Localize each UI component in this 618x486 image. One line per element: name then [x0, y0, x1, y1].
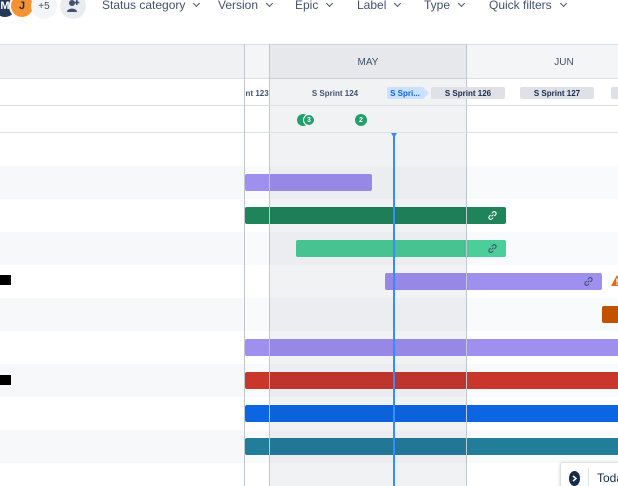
list-item[interactable] [0, 463, 244, 486]
chevron-down-icon [265, 0, 274, 8]
list-item[interactable] [0, 232, 244, 265]
issue-list-panel [0, 44, 244, 486]
redacted-block [0, 375, 11, 385]
timeline-rows [245, 133, 618, 486]
more-avatars-button[interactable]: +5 [31, 0, 57, 19]
month-may: MAY [357, 56, 379, 68]
today-line [393, 133, 395, 486]
list-item[interactable] [0, 133, 244, 166]
filter-bar: M J +5 Status category Version Epic Labe… [0, 0, 618, 44]
redacted-block [0, 275, 11, 285]
sprint-128[interactable] [611, 87, 618, 99]
chevron-right-icon [572, 474, 578, 482]
release-marker-3[interactable]: 3 [303, 114, 315, 126]
timeline-row [245, 430, 618, 463]
sprint-124[interactable]: S Sprint 124 [311, 88, 359, 98]
timeline-row [245, 331, 618, 364]
list-item[interactable] [0, 430, 244, 463]
expand-button[interactable] [569, 470, 581, 486]
release-marker-2[interactable]: 2 [355, 114, 367, 126]
epic-bar[interactable] [245, 405, 618, 422]
timeline-row [245, 232, 618, 265]
divider [588, 468, 589, 486]
chevron-down-icon [457, 0, 466, 8]
quick-filters[interactable]: Quick filters [489, 0, 567, 12]
today-label: Today [596, 471, 618, 485]
epic-bar[interactable] [245, 174, 372, 191]
month-jun: JUN [554, 56, 574, 68]
sprints-lane: int 123 S Sprint 124 S Spri... S Sprint … [245, 79, 618, 106]
list-item[interactable] [0, 364, 244, 397]
timeline-row [245, 199, 618, 232]
warning-icon[interactable] [611, 275, 618, 286]
chevron-down-icon [326, 0, 334, 8]
label-filter[interactable]: Label [357, 0, 402, 12]
timeline-grid: MAY JUN [244, 44, 618, 486]
epic-bar[interactable] [245, 438, 618, 455]
link-icon [488, 211, 497, 220]
chevron-down-icon [193, 0, 201, 8]
list-item[interactable] [0, 265, 244, 298]
timeline-row [245, 298, 618, 331]
list-item[interactable] [0, 331, 244, 364]
today-marker [391, 133, 397, 138]
timeline-row [245, 265, 618, 298]
add-people-button[interactable] [60, 0, 86, 19]
epic-bar[interactable] [245, 207, 506, 224]
sprints-row-label [0, 79, 244, 106]
list-item[interactable] [0, 166, 244, 199]
list-item[interactable] [0, 397, 244, 430]
epic-filter[interactable]: Epic [295, 0, 334, 12]
list-header [0, 44, 244, 79]
chevron-down-icon [559, 0, 567, 8]
timeline-row [245, 397, 618, 430]
sprint-126[interactable]: S Sprint 126 [431, 87, 505, 99]
releases-lane: 3 2 [245, 106, 618, 133]
list-item[interactable] [0, 199, 244, 232]
timeline-row [245, 364, 618, 397]
chevron-down-icon [394, 0, 402, 8]
releases-row-label [0, 106, 244, 133]
version-filter[interactable]: Version [218, 0, 274, 12]
status-category-filter[interactable]: Status category [102, 0, 201, 12]
link-icon [584, 277, 593, 286]
month-header: MAY JUN [245, 44, 618, 79]
list-item[interactable] [0, 298, 244, 331]
today-button[interactable]: Today [560, 462, 618, 486]
timeline-row [245, 166, 618, 199]
epic-bar[interactable] [245, 372, 618, 389]
sprint-127[interactable]: S Sprint 127 [520, 87, 594, 99]
epic-bar[interactable] [245, 339, 618, 356]
link-icon [488, 244, 497, 253]
epic-bar[interactable] [296, 240, 506, 257]
epic-bar[interactable] [602, 306, 618, 323]
add-person-icon [67, 0, 80, 12]
epic-bar[interactable] [385, 273, 602, 290]
type-filter[interactable]: Type [424, 0, 466, 12]
sprint-125-active[interactable]: S Spri... [387, 87, 429, 99]
sprint-123[interactable]: int 123 [244, 88, 269, 98]
